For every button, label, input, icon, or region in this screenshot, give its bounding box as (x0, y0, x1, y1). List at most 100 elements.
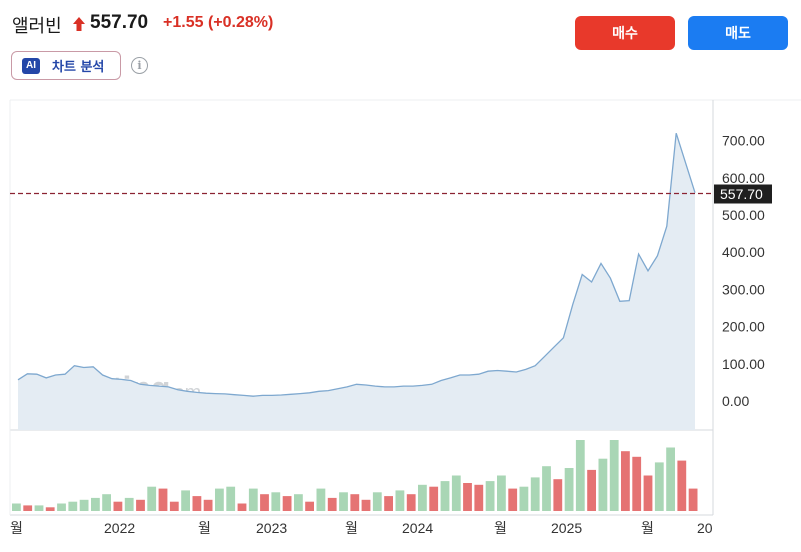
volume-bar (654, 462, 664, 511)
volume-bar (327, 497, 337, 511)
volume-bar (260, 494, 269, 511)
volume-bar (564, 468, 574, 511)
volume-bar (102, 494, 111, 511)
x-tick-label: 월 (494, 520, 507, 536)
price-line (17, 133, 696, 397)
volume-bar (485, 481, 495, 511)
volume-bar (632, 456, 642, 511)
ai-icon: AI (22, 57, 40, 74)
volume-bar (124, 497, 134, 511)
volume-bar (553, 479, 563, 511)
current-price-label: 557.70 (720, 186, 763, 202)
price-up-icon (73, 17, 85, 31)
volume-layer (12, 440, 698, 511)
volume-bar (271, 492, 281, 511)
volume-bar (203, 499, 213, 511)
volume-bar (406, 494, 416, 511)
volume-bar (666, 447, 675, 511)
stock-name: 앨러빈 (12, 16, 62, 37)
volume-bar (361, 499, 371, 511)
volume-bar (237, 503, 247, 511)
current-price-marker: 557.70 (10, 184, 772, 204)
x-tick-label: 월 (198, 520, 211, 536)
x-tick-label: 20 (697, 520, 713, 536)
info-icon[interactable]: i (131, 57, 148, 74)
volume-bar (169, 501, 179, 511)
y-tick-label: 300.00 (722, 281, 765, 297)
volume-bar (113, 501, 123, 511)
volume-bar (530, 477, 540, 511)
volume-bar (643, 475, 653, 511)
volume-bar (215, 488, 224, 511)
volume-bar (147, 486, 157, 511)
volume-bar (136, 499, 145, 511)
volume-bar (542, 466, 551, 511)
volume-bar (474, 484, 484, 511)
volume-bar (248, 488, 258, 511)
volume-bar (598, 458, 608, 511)
volume-bar (316, 488, 326, 511)
x-tick-label: 2022 (104, 520, 135, 536)
volume-bar (395, 490, 405, 511)
volume-bar (68, 501, 78, 511)
stock-header: 앨러빈 557.70 +1.55 (+0.28%) 매수 매도 AI 차트 분석… (0, 0, 801, 90)
x-tick-label: 2024 (402, 520, 433, 536)
y-axis: 700.00 600.00 500.00 400.00 300.00 200.00 100.… (722, 133, 765, 409)
volume-bar (677, 460, 687, 511)
volume-bar (497, 475, 506, 511)
x-tick-label: 2025 (551, 520, 582, 536)
x-tick-label: 2023 (256, 520, 287, 536)
volume-bar (79, 499, 89, 511)
y-tick-label: 0.00 (722, 393, 749, 409)
x-tick-label: 월 (345, 520, 358, 536)
price-change: +1.55 (+0.28%) (163, 14, 273, 32)
volume-bar (384, 496, 393, 511)
volume-bar (12, 503, 21, 511)
volume-bar (429, 486, 439, 511)
volume-bar (418, 484, 427, 511)
price-area (18, 133, 695, 430)
volume-bar (34, 505, 44, 511)
volume-bar (192, 496, 202, 511)
volume-bar (23, 505, 33, 511)
y-tick-label: 200.00 (722, 319, 765, 335)
volume-bar (621, 451, 630, 511)
current-price: 557.70 (90, 12, 149, 33)
y-tick-label: 400.00 (722, 244, 765, 260)
volume-bar (350, 494, 360, 511)
x-axis: 월 2022 월 2023 월 2024 월 2025 월 20 (10, 520, 713, 536)
investing-watermark: Investing .com (30, 370, 201, 406)
price-change-value: +1.55 (163, 14, 204, 31)
volume-bar (339, 492, 348, 511)
sell-button[interactable]: 매도 (688, 16, 788, 50)
y-tick-label: 500.00 (722, 207, 765, 223)
price-change-percent: (+0.28%) (207, 14, 274, 31)
volume-bar (575, 440, 585, 511)
watermark-suffix: .com (158, 382, 201, 404)
volume-bar (57, 503, 66, 511)
ai-chart-analysis-button[interactable]: AI 차트 분석 (11, 51, 121, 80)
volume-bar (688, 488, 698, 511)
volume-bar (372, 492, 382, 511)
volume-bar (45, 507, 55, 511)
x-tick-label: 월 (641, 520, 654, 536)
volume-bar (158, 488, 168, 511)
current-price-tag (714, 184, 772, 204)
volume-bar (519, 486, 529, 511)
watermark-text: Investing (30, 370, 170, 406)
volume-bar (294, 494, 303, 511)
buy-button[interactable]: 매수 (575, 16, 675, 50)
volume-bar (508, 488, 518, 511)
volume-bar (226, 486, 236, 511)
volume-bar (451, 475, 461, 511)
price-area-layer (17, 133, 696, 430)
ai-chart-analysis-label: 차트 분석 (52, 60, 105, 75)
volume-bar (305, 501, 314, 511)
y-tick-label: 600.00 (722, 170, 765, 186)
volume-bar (440, 481, 450, 511)
x-tick-label: 월 (10, 520, 23, 536)
volume-bar (91, 497, 100, 511)
volume-bar (282, 496, 292, 511)
volume-bar (181, 490, 190, 511)
volume-bar (587, 469, 596, 511)
